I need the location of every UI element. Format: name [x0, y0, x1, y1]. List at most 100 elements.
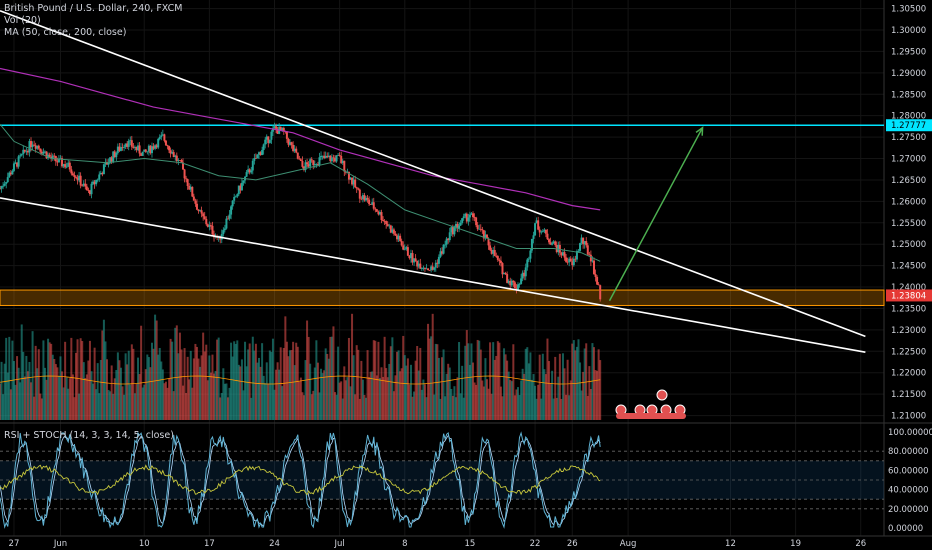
volume-bar [599, 360, 602, 420]
candle [265, 136, 268, 140]
candle [90, 183, 93, 195]
volume-bar [427, 323, 430, 420]
candle [110, 157, 113, 162]
candle [152, 146, 155, 149]
volume-bar [406, 358, 409, 420]
volume-bar [206, 380, 209, 420]
candle [45, 151, 48, 159]
candle [568, 258, 571, 263]
resistance-price-tag-text: 1.27777 [891, 121, 926, 131]
time-tick-label: 26 [855, 539, 866, 549]
volume-bar [6, 372, 9, 420]
volume-bar [234, 343, 237, 420]
oscillator-band-fill [0, 460, 884, 500]
candle [178, 160, 181, 161]
volume-bar [473, 382, 476, 420]
volume-bar [588, 366, 591, 420]
volume-bar [54, 364, 57, 420]
candle [150, 146, 153, 154]
volume-bar [78, 393, 81, 420]
volume-bar [254, 343, 257, 420]
candle [425, 268, 428, 270]
volume-bar [468, 364, 471, 420]
volume-bar [50, 343, 53, 420]
projection-arrow[interactable] [608, 126, 704, 302]
candle [360, 198, 363, 200]
candle [368, 199, 371, 204]
support-zone[interactable] [0, 289, 885, 306]
volume-bar [423, 384, 426, 420]
volume-bar [441, 357, 443, 420]
volume-bar [247, 349, 250, 420]
candle [430, 266, 433, 271]
volume-bar [509, 380, 512, 420]
volume-bar [481, 380, 484, 420]
candle [538, 229, 541, 233]
volume-legend[interactable]: Vol (20) [4, 15, 41, 26]
volume-bar [20, 324, 23, 420]
upper-trendline[interactable] [0, 9, 866, 338]
symbol-legend[interactable]: British Pound / U.S. Dollar, 240, FXCM [4, 3, 183, 14]
price-tick-label: 1.29000 [891, 69, 926, 79]
candle [169, 150, 172, 154]
candle [95, 179, 98, 185]
projection-arrow-shaft [608, 127, 704, 302]
candle [402, 245, 405, 250]
volume-bar [149, 367, 152, 420]
candle [475, 217, 478, 226]
volume-bar [388, 363, 391, 420]
volume-bar [580, 390, 583, 420]
oscillator-tick-label: 0.00000 [888, 524, 923, 534]
candle [92, 181, 95, 184]
volume-bar [251, 336, 254, 420]
volume-bar [332, 326, 335, 420]
ma50-line [0, 123, 601, 262]
volume-bar [583, 348, 586, 420]
candle [242, 180, 245, 183]
ma-legend[interactable]: MA (50, close, 200, close) [4, 27, 127, 38]
candle [532, 235, 535, 239]
volume-bar [343, 366, 346, 420]
candle [552, 241, 555, 244]
volume-bar [98, 393, 101, 420]
lower-trendline[interactable] [0, 197, 866, 353]
volume-bar [220, 392, 223, 420]
volume-bar [535, 398, 538, 420]
candle [496, 256, 499, 260]
candle [516, 284, 519, 291]
candle [53, 155, 56, 157]
volume-bar [267, 383, 270, 420]
volume-bar [140, 325, 143, 420]
volume-bar [484, 358, 487, 420]
event-badges[interactable] [615, 389, 686, 419]
volume-bar [414, 360, 417, 420]
candle [42, 151, 45, 154]
volume-bar [417, 370, 420, 420]
volume-bar [372, 340, 375, 420]
candle [591, 260, 594, 262]
candle [451, 227, 454, 235]
volume-bar [386, 377, 389, 420]
candle [73, 175, 76, 178]
volume-bar [433, 394, 436, 420]
candle [202, 213, 205, 217]
candle [572, 258, 575, 266]
candle [535, 220, 538, 224]
volume-bar [479, 349, 482, 420]
volume-bar [399, 371, 402, 420]
candle [579, 243, 582, 251]
price-axis: 1.30500 1.30000 1.29500 1.29000 1.28500 1.280… [888, 5, 932, 534]
volume-bar [366, 350, 369, 420]
candle [351, 177, 354, 185]
volume-bar [177, 353, 180, 420]
grid [0, 0, 932, 537]
candle [194, 200, 197, 204]
candle [287, 138, 290, 145]
oscillator-legend[interactable]: RSI + STOCH (14, 3, 3, 14, 5, close) [4, 430, 174, 441]
candle [141, 151, 144, 156]
candle [537, 220, 540, 230]
candle [68, 162, 71, 170]
volume-bar [589, 388, 592, 420]
candle [596, 276, 599, 285]
